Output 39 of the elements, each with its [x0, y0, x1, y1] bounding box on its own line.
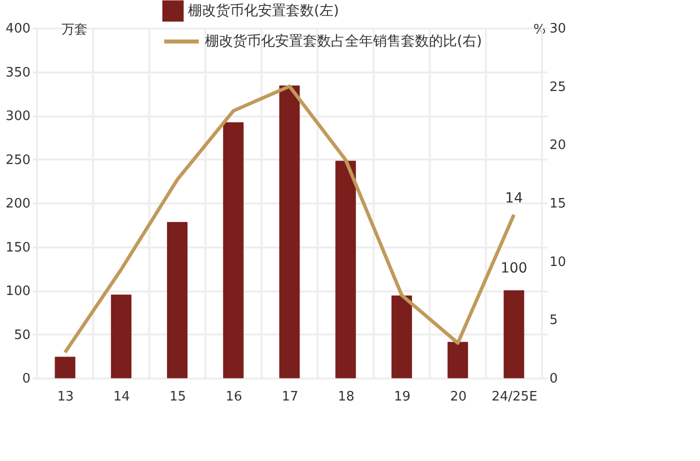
y-tick-label: 0 [22, 372, 30, 386]
y-tick-label: 200 [6, 196, 30, 212]
y-axis-title: 万套 [62, 22, 88, 38]
x-tick-label: 19 [394, 390, 410, 404]
legend-label: 棚改货币化安置套数占全年销售套数的比(右) [205, 34, 482, 50]
y-tick-label: 250 [6, 152, 30, 168]
x-tick-label: 17 [282, 390, 298, 404]
bar [335, 160, 356, 378]
x-tick-label: 16 [226, 390, 242, 404]
y2-tick-label: 0 [550, 372, 558, 386]
bar [279, 86, 300, 378]
y2-tick-label: 25 [550, 80, 566, 95]
y-tick-label: 300 [6, 109, 30, 124]
x-tick-label: 18 [338, 390, 354, 404]
data-label: 100 [500, 260, 528, 276]
x-tick-label: 24/25E [492, 390, 538, 404]
legend-label: 棚改货币化安置套数(左) [188, 3, 339, 19]
y2-tick-label: 5 [550, 313, 558, 328]
bar [54, 356, 76, 378]
y2-tick-label: 20 [550, 138, 566, 154]
x-tick-label: 15 [170, 390, 186, 404]
y2-tick-label: 10 [550, 254, 566, 270]
x-tick-label: 13 [57, 390, 74, 404]
data-label: 14 [505, 190, 523, 207]
y-tick-label: 150 [6, 240, 30, 256]
y-tick-label: 400 [6, 22, 30, 36]
bar [504, 290, 524, 378]
y2-tick-label: 15 [550, 196, 566, 212]
x-tick-label: 14 [113, 390, 130, 404]
y-tick-label: 350 [6, 65, 30, 80]
y-tick-label: 50 [14, 328, 30, 343]
bar [223, 122, 244, 378]
bar [110, 294, 132, 378]
y2-tick-label: 30 [550, 22, 566, 36]
bar [391, 296, 412, 378]
y-tick-label: 100 [6, 284, 30, 299]
x-tick-label: 20 [450, 390, 467, 404]
bar [167, 222, 188, 378]
bar [448, 342, 468, 378]
